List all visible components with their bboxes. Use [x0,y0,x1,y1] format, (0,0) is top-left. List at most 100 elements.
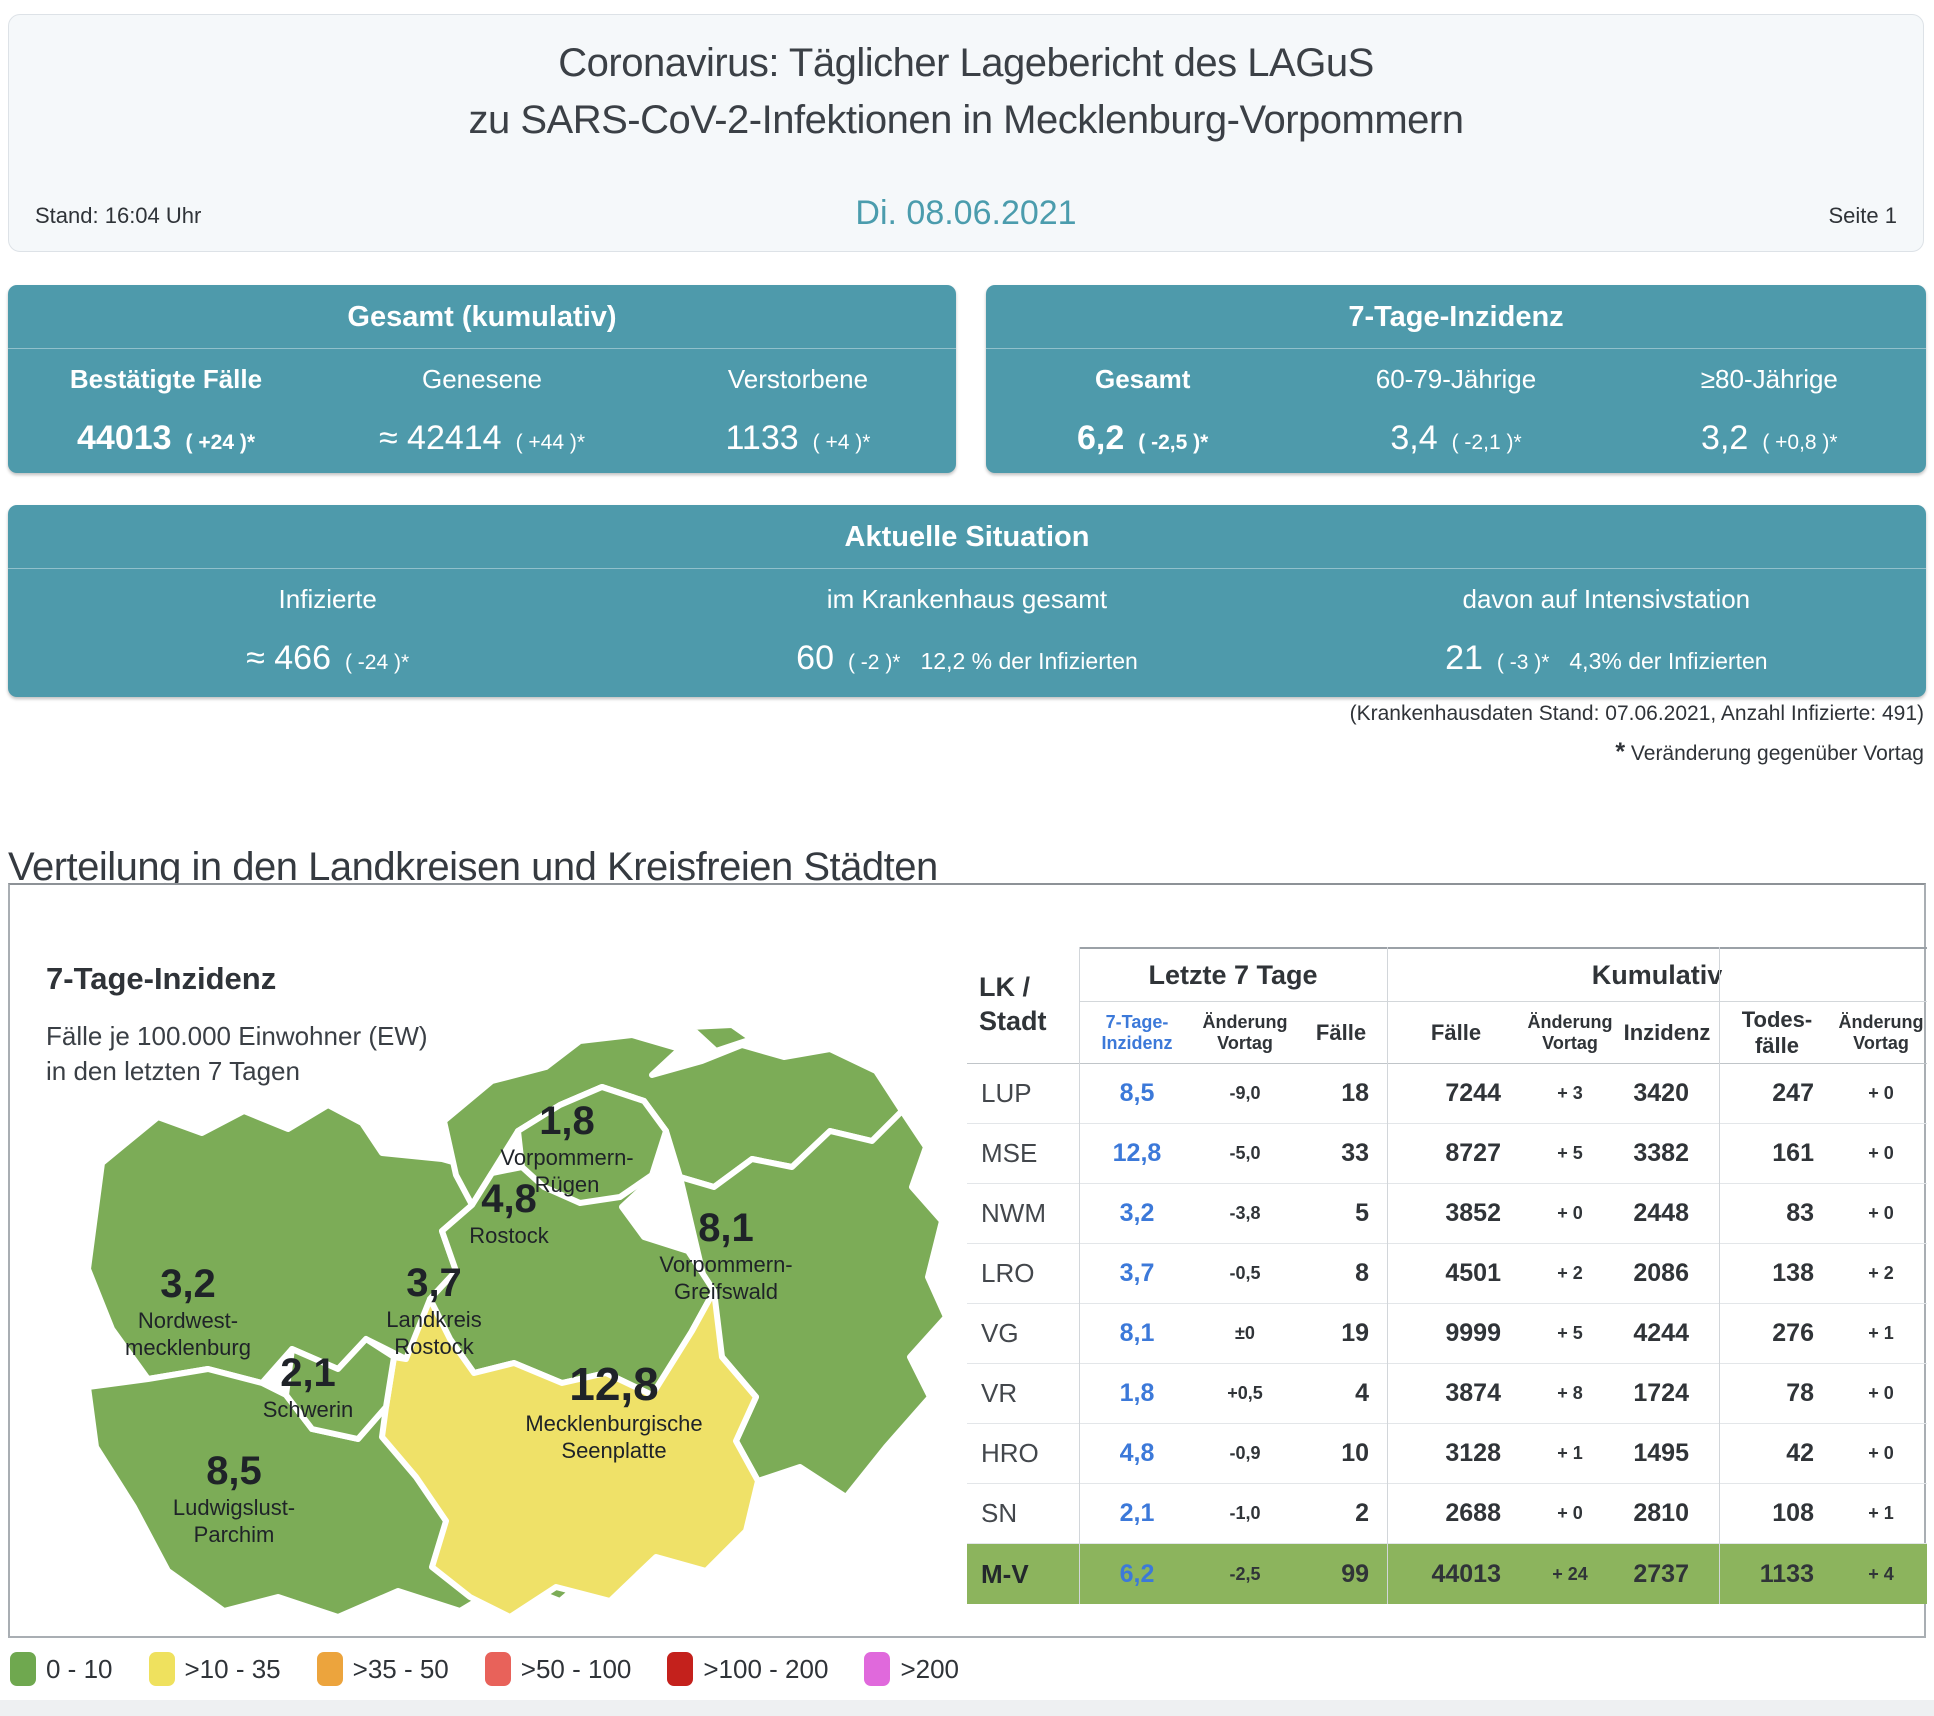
table-cell-aenderung-kum: + 1 [1525,1424,1615,1484]
table-cell-lk: NWM [967,1184,1079,1244]
map-label-vorpommern-ruegen: 1,8 Vorpommern- Rügen [500,1101,633,1199]
divider [986,348,1926,349]
table-cell-faelle7: 33 [1295,1124,1387,1184]
table-cell-faelle7: 4 [1295,1364,1387,1424]
table-cell-aenderung7: +0,5 [1195,1364,1295,1424]
distribution-panel: 7-Tage-Inzidenz Fälle je 100.000 Einwohn… [8,883,1927,1638]
stat-value-row: 3,4 ( -2,1 )* [1299,419,1612,458]
table-cell-lk: LRO [967,1244,1079,1304]
mecklenburg-vorpommern-map [85,1025,949,1620]
table-header-aenderung-vortag: Änderung Vortag [1835,1002,1927,1064]
map-label-vorpommern-greifswald: 8,1 Vorpommern- Greifswald [659,1208,792,1306]
report-stand-time: Stand: 16:04 Uhr [35,203,202,228]
stat-label: Gesamt [1094,364,1191,394]
legend-swatch-red [484,1652,511,1686]
legend-label: >35 - 50 [352,1653,449,1684]
table-header-lk-stadt: LK / Stadt [967,947,1079,1064]
table-cell-lk: LUP [967,1064,1079,1124]
legend-swatch-magenta [864,1652,891,1686]
table-header-faelle-7t: Fälle [1295,1002,1387,1064]
table-header-aenderung-vortag: Änderung Vortag [1525,1002,1615,1064]
stat-value-row: 60 ( -2 )* 12,2 % der Infizierten [647,639,1286,678]
table-cell-lk: VG [967,1304,1079,1364]
stat-change: ( -24 )* [344,651,410,674]
map-label-mecklenburgische-seenplatte: 12,8 Mecklenburgische Seenplatte [525,1361,702,1465]
table-header-inzidenz-kum: Inzidenz [1615,1002,1719,1064]
stat-label: Bestätigte Fälle [69,364,263,394]
legend-label: >10 - 35 [184,1653,281,1684]
region-value: 3,7 [406,1261,462,1305]
stat-extra: 12,2 % der Infizierten [920,648,1138,674]
region-name: Nordwest- mecklenburg [125,1308,251,1360]
table-cell-inzidenz-kum: 2448 [1615,1184,1719,1244]
table-cell-todesfaelle-aenderung: + 0 [1835,1124,1927,1184]
legend-swatch-green [10,1652,36,1686]
table-cell-faelle-kum: 3128 [1387,1424,1525,1484]
stat-change: ( +24 )* [185,431,255,454]
stat-krankenhaus: im Krankenhaus gesamt 60 ( -2 )* 12,2 % de… [647,584,1286,678]
stat-value-row: ≈ 466 ( -24 )* [8,639,647,678]
region-name: Schwerin [262,1397,354,1422]
table-cell-aenderung-kum: + 0 [1525,1184,1615,1244]
stat-label: ≥80-Jährige [1700,364,1838,394]
stat-change: ( -2,5 )* [1138,431,1209,454]
aktuell-box-title: Aktuelle Situation [844,521,1090,553]
stat-value-row: 21 ( -3 )* 4,3% der Infizierten [1287,639,1926,678]
table-cell-faelle-kum: 2688 [1387,1484,1525,1544]
region-mecklenburgische-seenplatte [379,1288,761,1620]
table-cell-inzidenz7: 3,7 [1079,1244,1195,1304]
stat-value: 21 [1445,639,1483,677]
table-cell-todesfaelle: 108 [1719,1484,1835,1544]
table-cell-aenderung7: -9,0 [1195,1064,1295,1124]
legend-item: >50 - 100 [484,1652,631,1686]
report-date: Di. 08.06.2021 [855,194,1077,232]
table-header-aenderung-vortag: Änderung Vortag [1195,1002,1295,1064]
table-cell-todesfaelle: 1133 [1719,1544,1835,1604]
table-cell-faelle7: 2 [1295,1484,1387,1544]
region-name: Mecklenburgische Seenplatte [525,1411,703,1463]
region-name: Ludwigslust- Parchim [172,1495,296,1547]
legend-item: >200 [864,1652,959,1686]
table-cell-lk: HRO [967,1424,1079,1484]
region-name: Rostock [469,1223,549,1248]
region-value: 2,1 [280,1351,336,1395]
table-cell-aenderung7: -0,5 [1195,1244,1295,1304]
table-cell-inzidenz-kum: 4244 [1615,1304,1719,1364]
table-cell-aenderung-kum: + 8 [1525,1364,1615,1424]
legend-swatch-yellow [148,1652,175,1686]
stat-value-row: 6,2 ( -2,5 )* [986,419,1299,458]
district-table: LK / Stadt Letzte 7 Tage Kumulativ 7-Tag… [967,947,1927,1604]
region-name: Vorpommern- Rügen [500,1145,634,1197]
sieben-tage-inzidenz-box: 7-Tage-Inzidenz Gesamt 6,2 ( -2,5 )* 60-7… [986,285,1926,473]
table-header-faelle-kum: Fälle [1387,1002,1525,1064]
stat-extra: 4,3% der Infizierten [1569,648,1768,674]
table-cell-todesfaelle-aenderung: + 0 [1835,1184,1927,1244]
stat-infizierte: Infizierte ≈ 466 ( -24 )* [8,584,647,678]
table-cell-inzidenz7: 6,2 [1079,1544,1195,1604]
stat-change: ( -3 )* [1496,651,1550,674]
legend-item: 0 - 10 [10,1652,113,1686]
table-cell-todesfaelle-aenderung: + 0 [1835,1364,1927,1424]
table-cell-aenderung-kum: + 2 [1525,1244,1615,1304]
table-cell-todesfaelle: 161 [1719,1124,1835,1184]
inzidenz-box-columns: Gesamt 6,2 ( -2,5 )* 60-79-Jährige 3,4 ( -… [986,349,1926,458]
table-cell-todesfaelle: 138 [1719,1244,1835,1304]
table-cell-lk: VR [967,1364,1079,1424]
divider [8,568,1926,569]
table-cell-aenderung7: -3,8 [1195,1184,1295,1244]
table-divider [1719,947,1720,1604]
table-cell-faelle-kum: 3874 [1387,1364,1525,1424]
map-label-landkreis-rostock: 3,7 Landkreis Rostock [386,1263,481,1361]
table-cell-faelle-kum: 44013 [1387,1544,1525,1604]
stat-value-row: 44013 ( +24 )* [8,419,324,458]
table-cell-aenderung-kum: + 24 [1525,1544,1615,1604]
stat-label: im Krankenhaus gesamt [826,584,1108,614]
table-cell-todesfaelle: 42 [1719,1424,1835,1484]
table-cell-faelle7: 18 [1295,1064,1387,1124]
stat-inzidenz-gesamt: Gesamt 6,2 ( -2,5 )* [986,364,1299,458]
table-cell-inzidenz7: 8,1 [1079,1304,1195,1364]
table-cell-inzidenz7: 4,8 [1079,1424,1195,1484]
stat-value: ≈ 42414 [378,419,502,457]
table-cell-inzidenz-kum: 1495 [1615,1424,1719,1484]
table-cell-todesfaelle: 78 [1719,1364,1835,1424]
